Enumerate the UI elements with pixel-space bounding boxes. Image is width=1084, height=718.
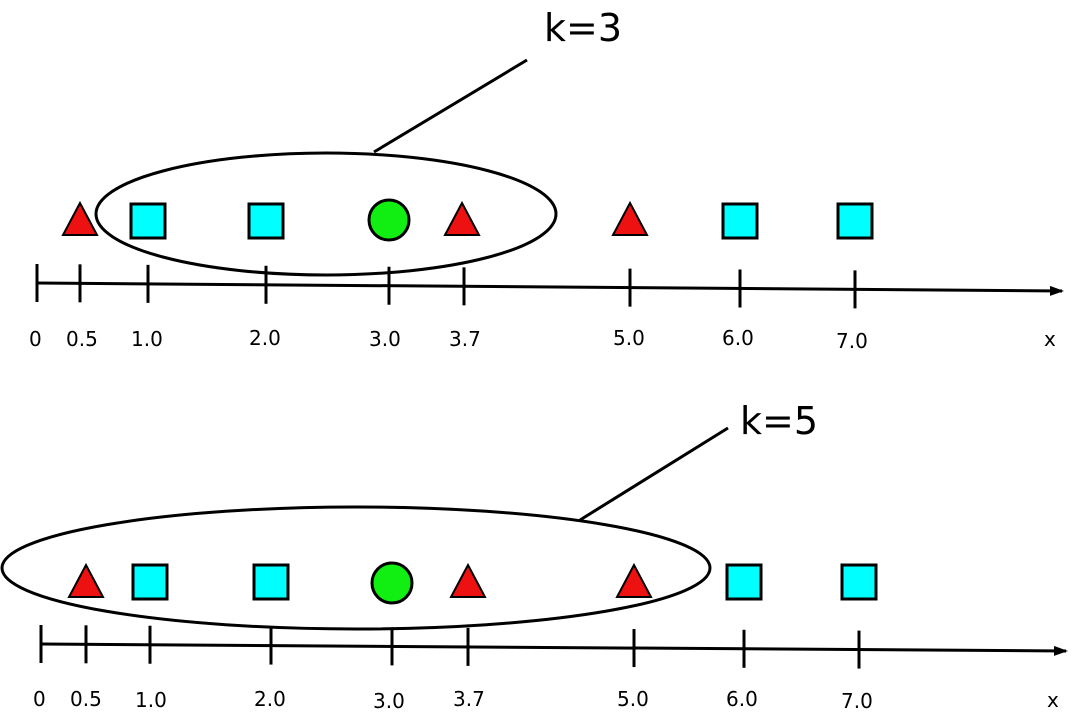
axis-line (40, 642, 1068, 656)
callout-line-k5 (579, 426, 729, 522)
neighborhood-ellipse-k3 (94, 151, 558, 277)
red-triangle-point (61, 200, 99, 236)
tick-label-5.0: 5.0 (613, 326, 645, 350)
tick-label-2.0: 2.0 (254, 687, 286, 711)
k3-label: k=3 (544, 6, 622, 50)
axis-tick-labels: 0 0.5 1.0 2.0 3.0 3.7 5.0 6.0 7.0 (33, 687, 873, 713)
cyan-square-point (721, 202, 759, 240)
tick-label-6.0: 6.0 (726, 687, 758, 711)
axis-name-x: x (1044, 327, 1056, 351)
cyan-square-point (836, 202, 874, 240)
tick-label-3.0: 3.0 (369, 327, 401, 351)
axis-tick-labels: 0 0.5 1.0 2.0 3.0 3.7 5.0 6.0 7.0 (29, 326, 868, 353)
tick-label-6.0: 6.0 (722, 326, 754, 350)
red-triangle-point (611, 200, 649, 236)
red-triangle-point (443, 200, 481, 236)
axis-ticks (39, 625, 861, 669)
tick-label-7.0: 7.0 (836, 329, 868, 353)
k5-label: k=5 (740, 399, 818, 443)
query-point-circle (367, 198, 411, 242)
data-points (67, 561, 878, 605)
cyan-square-point (247, 202, 285, 240)
tick-label-3.0: 3.0 (373, 689, 405, 713)
tick-label-0: 0 (29, 327, 42, 351)
tick-label-7.0: 7.0 (841, 689, 873, 713)
tick-label-0: 0 (33, 687, 46, 711)
tick-label-0.5: 0.5 (66, 327, 98, 351)
cyan-square-point (840, 563, 878, 601)
panel-k5: 0 0.5 1.0 2.0 3.0 3.7 5.0 6.0 7.0 x k=5 (0, 399, 1068, 713)
cyan-square-point (129, 202, 167, 240)
tick-label-0.5: 0.5 (70, 687, 102, 711)
cyan-square-point (252, 563, 290, 601)
panel-k3: 0 0.5 1.0 2.0 3.0 3.7 5.0 6.0 7.0 x k=3 (29, 6, 1064, 353)
tick-label-5.0: 5.0 (617, 687, 649, 711)
neighborhood-ellipse-k5 (0, 505, 712, 631)
cyan-square-point (725, 563, 763, 601)
red-triangle-point (615, 562, 653, 598)
callout-line-k3 (373, 58, 528, 154)
cyan-square-point (131, 563, 169, 601)
data-points (61, 198, 874, 242)
red-triangle-point (67, 562, 105, 598)
query-point-circle (370, 561, 414, 605)
tick-label-2.0: 2.0 (249, 326, 281, 350)
red-triangle-point (449, 562, 487, 598)
axis-line (36, 281, 1064, 296)
tick-label-1.0: 1.0 (135, 688, 167, 712)
tick-label-3.7: 3.7 (453, 687, 485, 711)
axis-name-x: x (1047, 688, 1059, 712)
tick-label-3.7: 3.7 (449, 327, 481, 351)
tick-label-1.0: 1.0 (131, 327, 163, 351)
